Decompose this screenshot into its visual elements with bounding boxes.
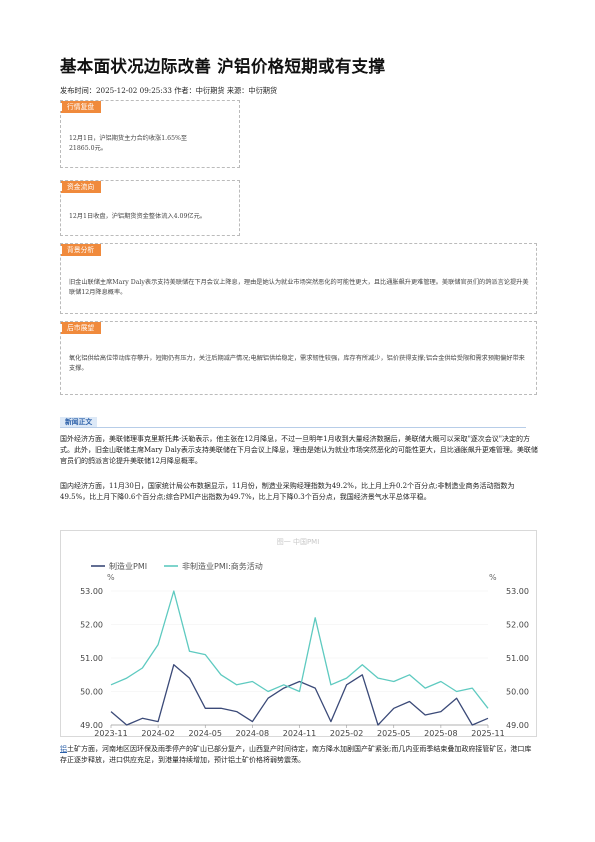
y-tick-right: 49.00 bbox=[506, 721, 529, 730]
non-manufacturing-pmi-line bbox=[110, 590, 489, 709]
legend-label: 非制造业PMI:商务活动 bbox=[182, 561, 263, 571]
background-tag: 背景分析 bbox=[59, 244, 102, 256]
fund-flow-tag: 资金流向 bbox=[59, 181, 102, 193]
y-tick-right: 50.00 bbox=[506, 688, 529, 697]
outlook-box: 后市展望 氧化铝供给高位带动库存攀升，短期仍有压力，关注后期减产情况;电解铝供给… bbox=[59, 321, 537, 395]
article-meta: 发布时间：2025-12-02 09:25:33 作者：中衍期货 来源：中衍期货 bbox=[60, 86, 278, 95]
section-divider bbox=[60, 427, 526, 428]
paragraph-foreign: 国外经济方面，美联储理事克里斯托弗·沃勒表示，他主张在12月降息，不过一旦明年1… bbox=[60, 435, 538, 466]
market-review-text: 12月1日，沪铝期货主力合约收涨1.65%至21865.0元。 bbox=[69, 135, 188, 152]
background-text: 旧金山联储主席Mary Daly表示支持美联储在下月会议上降息，理由是她认为就业… bbox=[69, 279, 529, 296]
page-title: 基本面状况边际改善 沪铝价格短期或有支撑 bbox=[60, 57, 386, 76]
background-box: 背景分析 旧金山联储主席Mary Daly表示支持美联储在下月会议上降息，理由是… bbox=[59, 243, 537, 314]
x-tick-label: 2025-11 bbox=[471, 729, 504, 736]
fund-flow-box: 资金流向 12月1日收盘，沪铝期货资金整体流入4.09亿元。 bbox=[59, 180, 240, 236]
x-tick-label: 2025-08 bbox=[424, 729, 457, 736]
pmi-chart: 图一 中国PMI 制造业PMI 非制造业PMI:商务活动%% 53.00 53.00 52… bbox=[60, 530, 537, 738]
x-tick-label: 2025-02 bbox=[330, 729, 363, 736]
outlook-tag: 后市展望 bbox=[59, 322, 102, 334]
outlook-text: 氧化铝供给高位带动库存攀升，短期仍有压力，关注后期减产情况;电解铝供给稳定，需求… bbox=[69, 355, 525, 372]
y-tick-left: 49.00 bbox=[80, 721, 103, 730]
section-label: 新闻正文 bbox=[60, 417, 98, 428]
y-unit-right: % bbox=[489, 573, 497, 582]
x-tick-label: 2024-05 bbox=[189, 729, 222, 736]
pmi-chart-svg: 图一 中国PMI 制造业PMI 非制造业PMI:商务活动% % 53.00 53.00 52… bbox=[80, 537, 529, 738]
legend-label: 制造业PMI bbox=[109, 561, 147, 571]
manufacturing-pmi-line bbox=[110, 664, 489, 726]
x-tick-label: 2025-05 bbox=[377, 729, 410, 736]
y-tick-right: 53.00 bbox=[506, 587, 529, 596]
market-review-tag: 行情复盘 bbox=[59, 101, 102, 113]
y-unit-left: % bbox=[107, 573, 115, 582]
y-tick-left: 50.00 bbox=[80, 688, 103, 697]
market-review-box: 行情复盘 12月1日，沪铝期货主力合约收涨1.65%至21865.0元。 bbox=[59, 100, 240, 168]
fund-flow-text: 12月1日收盘，沪铝期货资金整体流入4.09亿元。 bbox=[69, 213, 206, 220]
chart-title: 图一 中国PMI bbox=[277, 537, 320, 546]
y-tick-right: 51.00 bbox=[506, 654, 529, 663]
paragraph-bauxite: 铝土矿方面，河南地区因环保及雨季停产的矿山已部分复产，山西复产时间待定，南方降水… bbox=[60, 744, 538, 766]
x-tick-label: 2024-11 bbox=[283, 729, 316, 736]
y-tick-right: 52.00 bbox=[506, 621, 529, 630]
y-tick-left: 52.00 bbox=[80, 621, 103, 630]
y-tick-left: 53.00 bbox=[80, 587, 103, 596]
x-tick-label: 2024-02 bbox=[141, 729, 174, 736]
paragraph-domestic: 国内经济方面，11月30日，国家统计局公布数据显示，11月份，制造业采购经理指数… bbox=[60, 482, 515, 502]
bauxite-text: 土矿方面，河南地区因环保及雨季停产的矿山已部分复产，山西复产时间待定，南方降水加… bbox=[60, 745, 532, 765]
x-tick-label: 2024-08 bbox=[236, 729, 269, 736]
aluminum-link[interactable]: 铝 bbox=[60, 745, 67, 753]
y-tick-left: 51.00 bbox=[80, 654, 103, 663]
x-tick-label: 2023-11 bbox=[94, 729, 127, 736]
